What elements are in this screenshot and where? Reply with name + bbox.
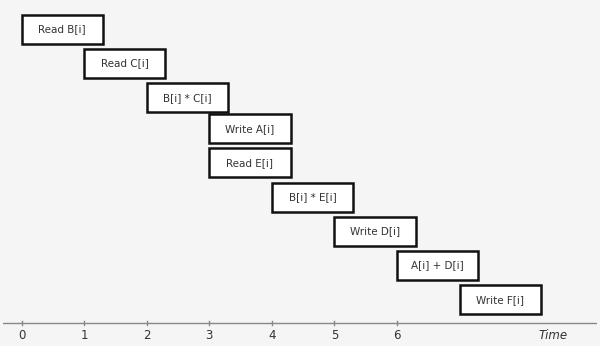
Text: 6: 6 bbox=[393, 329, 401, 342]
Text: Time: Time bbox=[539, 329, 568, 342]
Bar bbox=[209, 148, 290, 177]
Bar bbox=[84, 49, 166, 78]
Text: Write D[i]: Write D[i] bbox=[350, 226, 400, 236]
Text: Read C[i]: Read C[i] bbox=[101, 58, 149, 69]
Text: B[i] * C[i]: B[i] * C[i] bbox=[163, 93, 212, 103]
Text: Write F[i]: Write F[i] bbox=[476, 295, 524, 305]
Text: 4: 4 bbox=[268, 329, 275, 342]
Bar bbox=[22, 15, 103, 44]
Text: B[i] * E[i]: B[i] * E[i] bbox=[289, 192, 337, 202]
Bar bbox=[334, 217, 416, 246]
Bar bbox=[397, 251, 478, 280]
Bar bbox=[146, 83, 228, 112]
Text: Write A[i]: Write A[i] bbox=[226, 124, 275, 134]
Text: Read E[i]: Read E[i] bbox=[226, 158, 274, 168]
Text: 0: 0 bbox=[18, 329, 25, 342]
Bar bbox=[460, 285, 541, 315]
Text: Read B[i]: Read B[i] bbox=[38, 24, 86, 34]
Bar bbox=[209, 114, 290, 143]
Text: A[i] + D[i]: A[i] + D[i] bbox=[411, 261, 464, 271]
Text: 1: 1 bbox=[80, 329, 88, 342]
Text: 5: 5 bbox=[331, 329, 338, 342]
Text: 2: 2 bbox=[143, 329, 151, 342]
Text: 3: 3 bbox=[206, 329, 213, 342]
Bar bbox=[272, 183, 353, 212]
